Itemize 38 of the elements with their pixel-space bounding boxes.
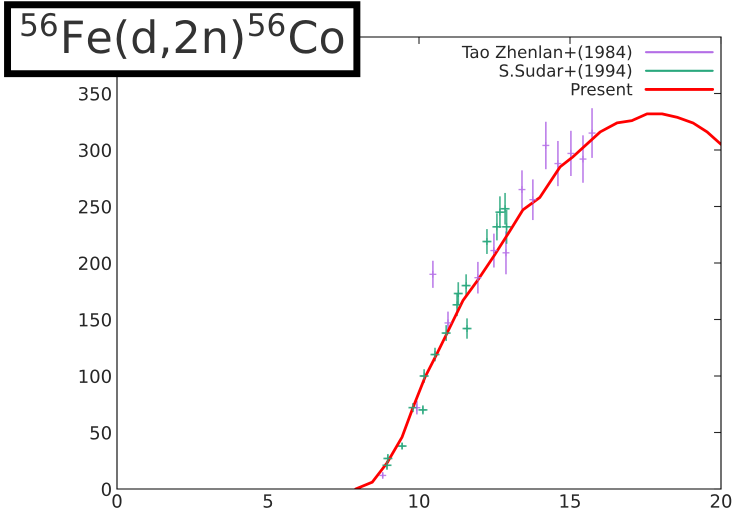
point xyxy=(398,442,406,450)
point xyxy=(588,128,596,138)
x-tick-label: 20 xyxy=(710,494,732,508)
y-tick-label: 0 xyxy=(102,482,111,496)
point xyxy=(554,159,562,168)
point xyxy=(542,141,550,150)
chart-title: $^{56}$Fe(d,2n)$^{56}$Co xyxy=(21,12,344,59)
point xyxy=(378,471,387,480)
x-tick-label: 10 xyxy=(409,494,430,508)
y-tick-label: 50 xyxy=(90,426,111,440)
legend-label: Tao Zhenlan+(1984) xyxy=(462,45,632,60)
x-tick-label: 5 xyxy=(264,494,272,508)
line-series xyxy=(354,112,721,489)
point xyxy=(578,154,588,164)
point xyxy=(518,185,526,194)
point xyxy=(490,246,498,255)
legend-label: Present xyxy=(572,83,632,96)
point xyxy=(566,149,576,158)
y-tick-label: 250 xyxy=(79,200,111,214)
point xyxy=(462,324,472,333)
point xyxy=(482,237,492,246)
y-tick-label: 300 xyxy=(79,143,111,158)
y-tick-label: 100 xyxy=(80,369,111,384)
point xyxy=(474,274,482,282)
point xyxy=(428,270,438,278)
y-tick-label: 350 xyxy=(79,86,111,101)
y-tick-label: 150 xyxy=(80,312,111,327)
point xyxy=(502,248,510,257)
point xyxy=(442,328,450,338)
point xyxy=(430,350,440,359)
point xyxy=(420,372,428,380)
y-tick-label: 200 xyxy=(79,256,111,270)
point xyxy=(528,196,538,204)
point xyxy=(444,318,452,328)
point xyxy=(462,281,470,290)
legend-label: S.Sudar+(1994) xyxy=(500,64,632,79)
x-tick-label: 15 xyxy=(560,494,580,508)
x-tick-label: 0 xyxy=(112,494,122,508)
